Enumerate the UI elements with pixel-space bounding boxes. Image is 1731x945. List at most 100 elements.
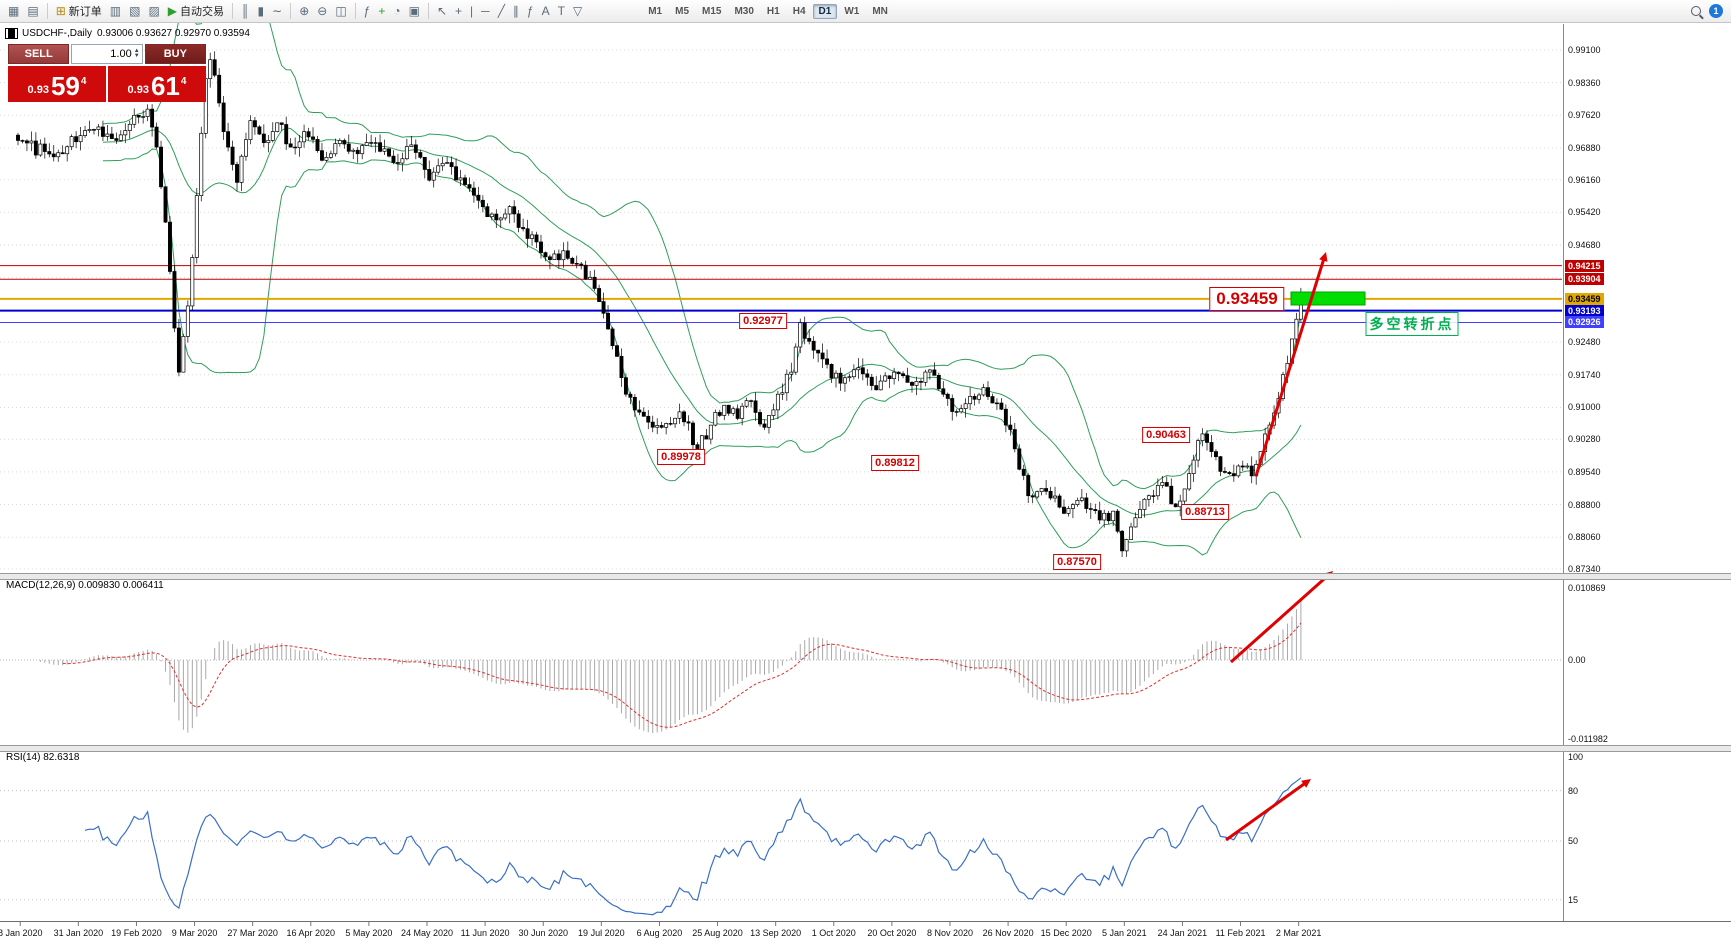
zoom-in-icon[interactable]: ⊕ bbox=[295, 1, 313, 21]
level-label-89812[interactable]: 0.89812 bbox=[871, 455, 919, 471]
date-axis-label: 9 Mar 2020 bbox=[171, 928, 218, 938]
fibonacci-icon[interactable]: ƒ bbox=[523, 1, 538, 21]
sell-price-display[interactable]: 0.93 59 4 bbox=[8, 66, 106, 102]
crosshair-icon[interactable]: + bbox=[451, 1, 466, 21]
data-window-icon: ▧ bbox=[129, 4, 141, 18]
new-order-button: ⊞ bbox=[55, 4, 66, 18]
rsi-axis-tick: 80 bbox=[1568, 785, 1579, 796]
timeframe-m5[interactable]: M5 bbox=[675, 5, 690, 17]
rsi-panel-separator[interactable] bbox=[0, 745, 1731, 752]
buy-price-display[interactable]: 0.93 61 4 bbox=[108, 66, 206, 102]
timeframe-m15[interactable]: M15 bbox=[702, 5, 722, 17]
bar-chart-icon[interactable]: ║ bbox=[237, 1, 254, 21]
date-axis-label: 6 Aug 2020 bbox=[636, 928, 683, 938]
timeframe-h4[interactable]: H4 bbox=[792, 5, 806, 17]
cn-note-label[interactable]: 多空转折点 bbox=[1365, 312, 1459, 336]
indicators-icon[interactable]: ƒ bbox=[360, 1, 375, 21]
zoom-out-icon[interactable]: ⊖ bbox=[313, 1, 331, 21]
date-axis-label: 19 Feb 2020 bbox=[111, 928, 162, 938]
zoom-out-icon: ⊖ bbox=[317, 4, 328, 18]
notification-badge[interactable]: 1 bbox=[1709, 4, 1723, 18]
timeframe-mn[interactable]: MN bbox=[872, 5, 888, 17]
price-level-tag: 0.93459 bbox=[1565, 292, 1604, 305]
volume-field[interactable]: 1.00 ▲ ▼ bbox=[71, 44, 143, 64]
timeframe-d1[interactable]: D1 bbox=[812, 3, 838, 19]
fibonacci-icon: ƒ bbox=[526, 4, 534, 18]
date-axis-label: 11 Jun 2020 bbox=[460, 928, 510, 938]
vertical-line-icon[interactable]: | bbox=[466, 1, 477, 21]
level-label-92977[interactable]: 0.92977 bbox=[739, 313, 787, 329]
date-axis-label: 24 Jan 2021 bbox=[1157, 928, 1208, 938]
toolbar-separator bbox=[232, 3, 234, 19]
price-axis-tick: 0.91740 bbox=[1568, 369, 1601, 380]
price-axis-tick: 0.95420 bbox=[1568, 207, 1601, 218]
level-label-88713[interactable]: 0.88713 bbox=[1181, 504, 1229, 520]
arrows-tool-icon[interactable]: ▽ bbox=[569, 1, 586, 21]
navigator-icon[interactable]: ▨ bbox=[144, 1, 163, 21]
level-label-89978[interactable]: 0.89978 bbox=[657, 449, 705, 465]
date-axis-label: 19 Jul 2020 bbox=[578, 928, 625, 938]
timeframe-m1[interactable]: M1 bbox=[648, 5, 663, 17]
templates-icon[interactable]: ▣ bbox=[405, 1, 424, 21]
buy-button[interactable]: BUY bbox=[144, 44, 207, 64]
timeframe-m30[interactable]: M30 bbox=[734, 5, 754, 17]
level-label-87570[interactable]: 0.87570 bbox=[1053, 554, 1101, 570]
cursor-icon: ↖ bbox=[436, 4, 448, 18]
auto-trading-button[interactable]: ▶ 自动交易 bbox=[164, 1, 228, 21]
market-watch-icon[interactable]: ▥ bbox=[106, 1, 125, 21]
timeframe-w1[interactable]: W1 bbox=[844, 5, 860, 17]
price-level-tag: 0.92926 bbox=[1565, 316, 1604, 329]
sell-button[interactable]: SELL bbox=[8, 44, 70, 64]
chart-window-title: USDCHF-,Daily 0.93006 0.93627 0.92970 0.… bbox=[6, 28, 250, 39]
timeframe-h1[interactable]: H1 bbox=[766, 5, 780, 17]
date-axis-label: 26 Nov 2020 bbox=[982, 928, 1034, 938]
date-axis-label: 2 Mar 2021 bbox=[1275, 928, 1322, 938]
new-order-button[interactable]: ⊞ 新订单 bbox=[52, 1, 106, 21]
data-window-icon[interactable]: ▧ bbox=[125, 1, 144, 21]
candlestick-chart-icon[interactable]: ▮ bbox=[254, 1, 269, 21]
text-label-icon: T bbox=[557, 4, 565, 18]
zoom-in-icon: ⊕ bbox=[299, 4, 310, 18]
navigator-icon: ▨ bbox=[148, 4, 160, 18]
toolbar-right-icons: 1 bbox=[1691, 4, 1727, 18]
add-indicator-icon[interactable]: + bbox=[374, 1, 389, 21]
date-axis-label: 8 Nov 2020 bbox=[926, 928, 974, 938]
breakout-price-label[interactable]: 0.93459 bbox=[1209, 287, 1285, 311]
level-label-90463[interactable]: 0.90463 bbox=[1142, 427, 1190, 443]
text-icon[interactable]: A bbox=[538, 1, 554, 21]
line-chart-icon[interactable]: ∼ bbox=[268, 1, 286, 21]
price-level-tag: 0.94215 bbox=[1565, 259, 1604, 272]
volume-stepper[interactable]: ▲ ▼ bbox=[133, 48, 140, 59]
toolbar-separator bbox=[290, 3, 292, 19]
price-axis-separator bbox=[1563, 24, 1564, 921]
equidistant-channel-icon[interactable]: ∥ bbox=[509, 1, 523, 21]
text-label-icon[interactable]: T bbox=[554, 1, 569, 21]
chart-profiles-icon[interactable]: ▤ bbox=[23, 1, 42, 21]
date-axis-label: 24 May 2020 bbox=[400, 928, 454, 938]
date-axis-label: 27 Mar 2020 bbox=[227, 928, 278, 938]
cursor-icon[interactable]: ↖ bbox=[433, 1, 451, 21]
new-chart-icon[interactable]: ▦ bbox=[4, 1, 23, 21]
price-axis-tick: 0.96880 bbox=[1568, 142, 1601, 153]
auto-trading-button: ▶ bbox=[167, 4, 178, 18]
trendline-icon[interactable]: ╱ bbox=[494, 1, 509, 21]
period-selector-icon[interactable]: ◔ bbox=[389, 1, 404, 21]
price-axis-tick: 0.88060 bbox=[1568, 532, 1601, 543]
macd-indicator-label: MACD(12,26,9) 0.009830 0.006411 bbox=[6, 580, 164, 591]
tile-windows-icon[interactable]: ◫ bbox=[331, 1, 350, 21]
one-click-trading-panel: SELL 1.00 ▲ ▼ BUY 0.93 59 4 0.93 61 4 bbox=[8, 44, 207, 102]
tile-windows-icon: ◫ bbox=[335, 4, 347, 18]
date-axis-label: 5 Jan 2021 bbox=[1102, 928, 1147, 938]
toolbar-separator bbox=[354, 3, 356, 19]
search-icon[interactable] bbox=[1691, 6, 1701, 16]
ohlc-values: 0.93006 0.93627 0.92970 0.93594 bbox=[97, 28, 250, 39]
macd-panel-separator[interactable] bbox=[0, 573, 1731, 580]
date-axis-label: 15 Dec 2020 bbox=[1040, 928, 1092, 938]
bar-chart-icon: ║ bbox=[241, 4, 250, 18]
price-axis-tick: 0.98360 bbox=[1568, 77, 1601, 88]
horizontal-line-icon[interactable]: ─ bbox=[477, 1, 494, 21]
candlestick-icon bbox=[6, 29, 17, 38]
price-level-tag: 0.93904 bbox=[1565, 273, 1604, 286]
